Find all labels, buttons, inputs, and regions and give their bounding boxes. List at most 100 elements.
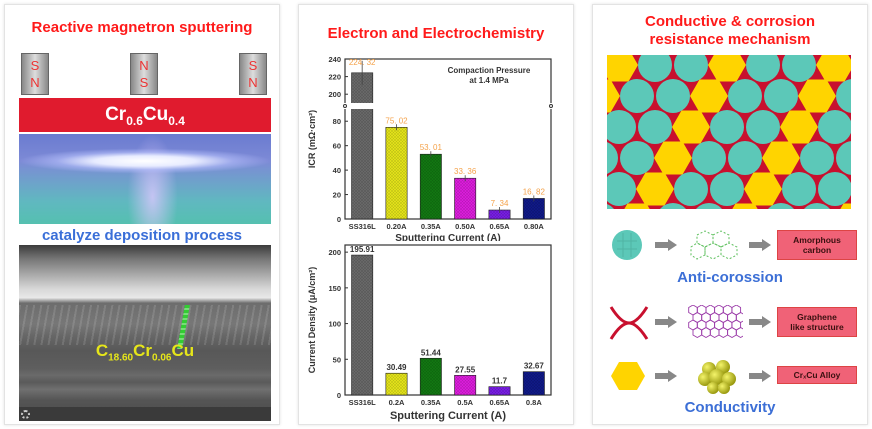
data-label: 53. 01 bbox=[420, 143, 443, 152]
cu-hexagon bbox=[624, 203, 650, 209]
data-label: 7. 34 bbox=[491, 199, 509, 208]
bar-hatch bbox=[488, 386, 511, 395]
sputtering-panel: Reactive magnetron sputtering S N N S S … bbox=[4, 4, 280, 425]
box-text: carbon bbox=[802, 245, 832, 255]
bar-hatch bbox=[351, 255, 373, 395]
conductivity-label: Conductivity bbox=[684, 399, 776, 416]
y-tick-label: 0 bbox=[337, 391, 341, 400]
bar-hatch bbox=[523, 371, 545, 395]
cu-hexagon bbox=[654, 141, 692, 175]
x-axis-label: Sputtering Current (A) bbox=[390, 410, 506, 422]
box-text: Graphene bbox=[797, 312, 837, 322]
comp-element: C bbox=[95, 341, 109, 360]
x-tick-label: 0.80A bbox=[524, 222, 545, 231]
carbon-grain bbox=[638, 110, 672, 144]
carbon-grain bbox=[728, 79, 762, 113]
anti-corrosion-row: Amorphous carbon bbox=[593, 225, 867, 265]
break-marker bbox=[343, 104, 347, 108]
sem-logo-icon bbox=[21, 410, 30, 419]
cu-hexagon bbox=[744, 172, 782, 206]
cu-hexagon bbox=[636, 172, 674, 206]
bar-hatch bbox=[454, 178, 476, 219]
cu-hexagon bbox=[607, 55, 638, 82]
carbon-grain bbox=[660, 203, 686, 209]
y-axis-label: ICR (mΩ·cm²) bbox=[307, 110, 317, 168]
carbon-grain bbox=[818, 110, 851, 144]
magnet-pole: S bbox=[248, 58, 258, 73]
carbon-grain bbox=[607, 204, 614, 209]
carbon-grain bbox=[782, 172, 816, 206]
carbon-grain bbox=[836, 141, 851, 175]
yellow-hexagon-icon bbox=[611, 362, 645, 390]
x-tick-label: 0.2A bbox=[389, 398, 405, 407]
y-tick-label: 220 bbox=[328, 73, 341, 82]
axis-break bbox=[341, 103, 555, 109]
target-subscript: 0.4 bbox=[168, 113, 185, 128]
x-tick-label: 0.35A bbox=[421, 222, 442, 231]
x-tick-label: 0.8A bbox=[526, 398, 542, 407]
carbon-grain bbox=[696, 203, 722, 209]
hexagonal-lattice-diagram bbox=[607, 55, 851, 209]
crxcu-alloy-box: CrₓCu Alloy bbox=[777, 366, 857, 384]
x-tick-label: 0.65A bbox=[489, 398, 510, 407]
arrow-right-icon bbox=[655, 370, 677, 382]
carbon-grain bbox=[764, 79, 798, 113]
break-marker bbox=[549, 104, 553, 108]
data-label: 30.49 bbox=[386, 363, 407, 372]
y-tick-label: 240 bbox=[328, 55, 341, 64]
carbon-grain bbox=[692, 141, 726, 175]
graphene-like-box: Graphene like structure bbox=[777, 307, 857, 337]
graphene-ring bbox=[727, 326, 737, 339]
x-tick-label: SS316L bbox=[349, 222, 377, 231]
carbon-grain bbox=[674, 172, 708, 206]
teal-sphere-icon bbox=[612, 230, 642, 260]
alloy-cluster-icon bbox=[698, 360, 736, 394]
magnet-right: S N bbox=[239, 53, 267, 95]
data-label: 32.67 bbox=[524, 362, 545, 371]
mechanism-title-line1: Conductive & corrosion bbox=[644, 13, 816, 30]
data-label: 195.91 bbox=[350, 245, 375, 254]
mechanism-panel: Conductive & corrosion resistance mechan… bbox=[592, 4, 868, 425]
comp-subscript: 0.06 bbox=[152, 352, 172, 364]
carbon-grain bbox=[804, 203, 830, 209]
cu-hexagon bbox=[816, 55, 851, 82]
arrow-right-icon bbox=[655, 316, 677, 328]
carbon-grain bbox=[607, 110, 636, 144]
plasma-photo bbox=[19, 134, 271, 224]
x-tick-label: 0.65A bbox=[489, 222, 510, 231]
carbon-grain bbox=[620, 141, 654, 175]
carbon-grain bbox=[836, 79, 851, 113]
arrow-right-icon bbox=[749, 239, 771, 251]
cu-hexagon bbox=[780, 110, 818, 144]
data-label: 51.44 bbox=[421, 348, 442, 357]
y-tick-label: 0 bbox=[337, 215, 341, 224]
carbon-grain bbox=[607, 142, 618, 174]
data-label: 16. 82 bbox=[523, 187, 546, 196]
coating-composition: C18.60Cr0.06Cu bbox=[19, 341, 271, 363]
carbon-grain bbox=[782, 55, 816, 82]
graphene-ring bbox=[692, 326, 703, 339]
target-subscript: 0.6 bbox=[126, 113, 143, 128]
electrochemistry-title: Electron and Electrochemistry bbox=[327, 25, 545, 42]
bar-hatch bbox=[385, 373, 408, 395]
bar-hatch bbox=[420, 154, 442, 219]
carbon-grain bbox=[638, 55, 672, 82]
x-tick-label: 0.50A bbox=[455, 222, 476, 231]
arrow-right-icon bbox=[655, 239, 677, 251]
bar-hatch bbox=[385, 127, 408, 219]
graphene-ring bbox=[709, 326, 720, 339]
anti-corrosion-label: Anti-corossion bbox=[677, 269, 783, 286]
bar-hatch bbox=[351, 72, 373, 219]
data-label: 224. 32 bbox=[349, 58, 376, 67]
magnet-pole: S bbox=[139, 75, 149, 90]
cu-hexagon bbox=[762, 141, 800, 175]
arrow-right-icon bbox=[749, 316, 771, 328]
columnar-texture bbox=[19, 305, 271, 345]
graphene-ring bbox=[701, 326, 711, 339]
comp-element: Cu bbox=[171, 341, 195, 360]
y-tick-label: 50 bbox=[333, 355, 341, 364]
carbon-grain bbox=[656, 79, 690, 113]
plot-frame bbox=[344, 244, 552, 396]
x-axis-label: Sputtering Current (A) bbox=[395, 233, 501, 241]
sputtering-title: Reactive magnetron sputtering bbox=[31, 19, 253, 36]
